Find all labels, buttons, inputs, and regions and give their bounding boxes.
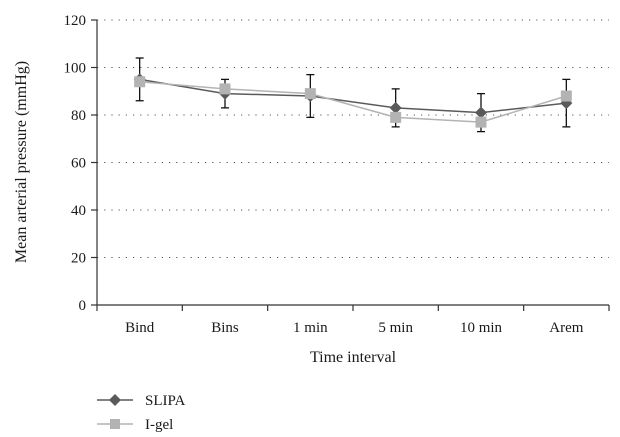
x-axis-title: Time interval (310, 349, 397, 366)
data-point-diamond (475, 106, 487, 119)
series-line (139, 81, 567, 123)
y-tick-label: 60 (71, 156, 86, 172)
data-point-square (560, 90, 572, 102)
legend-square-marker (110, 419, 120, 429)
y-axis: 0 20 40 60 80 100 120 (64, 13, 98, 314)
legend-label-slipa: SLIPA (145, 393, 185, 409)
y-tick-label: 0 (79, 298, 87, 314)
y-tick-label: 80 (71, 108, 86, 124)
x-tick-label: Bins (211, 320, 239, 336)
data-point-square (134, 76, 146, 88)
data-point-square (219, 83, 231, 95)
y-axis-title: Mean arterial pressure (mmHg) (13, 61, 30, 263)
x-axis: Bind Bins 1 min 5 min 10 min Arem (96, 304, 610, 336)
x-tick-label: 5 min (378, 320, 413, 336)
series-line (139, 78, 567, 114)
legend-item-slipa: SLIPA (97, 393, 185, 409)
x-tick-label: Arem (549, 320, 583, 336)
x-tick-label: 10 min (460, 320, 503, 336)
data-point-square (390, 111, 402, 123)
gridlines (97, 19, 609, 258)
y-tick-label: 40 (71, 203, 86, 219)
legend-item-igel: I-gel (97, 417, 173, 433)
data-point-diamond (389, 101, 402, 114)
legend-diamond-marker (109, 394, 121, 406)
data-point-square (475, 116, 487, 128)
x-tick-label: Bind (125, 320, 155, 336)
series-i-gel (134, 76, 572, 128)
y-tick-label: 20 (71, 251, 86, 267)
y-tick-label: 120 (64, 13, 87, 29)
data-point-square (304, 88, 316, 100)
series-slipa (133, 57, 573, 133)
series-layer (133, 57, 573, 133)
x-tick-label: 1 min (293, 320, 328, 336)
legend-label-igel: I-gel (145, 417, 173, 433)
legend: SLIPA I-gel (97, 393, 185, 433)
y-tick-label: 100 (64, 61, 87, 77)
